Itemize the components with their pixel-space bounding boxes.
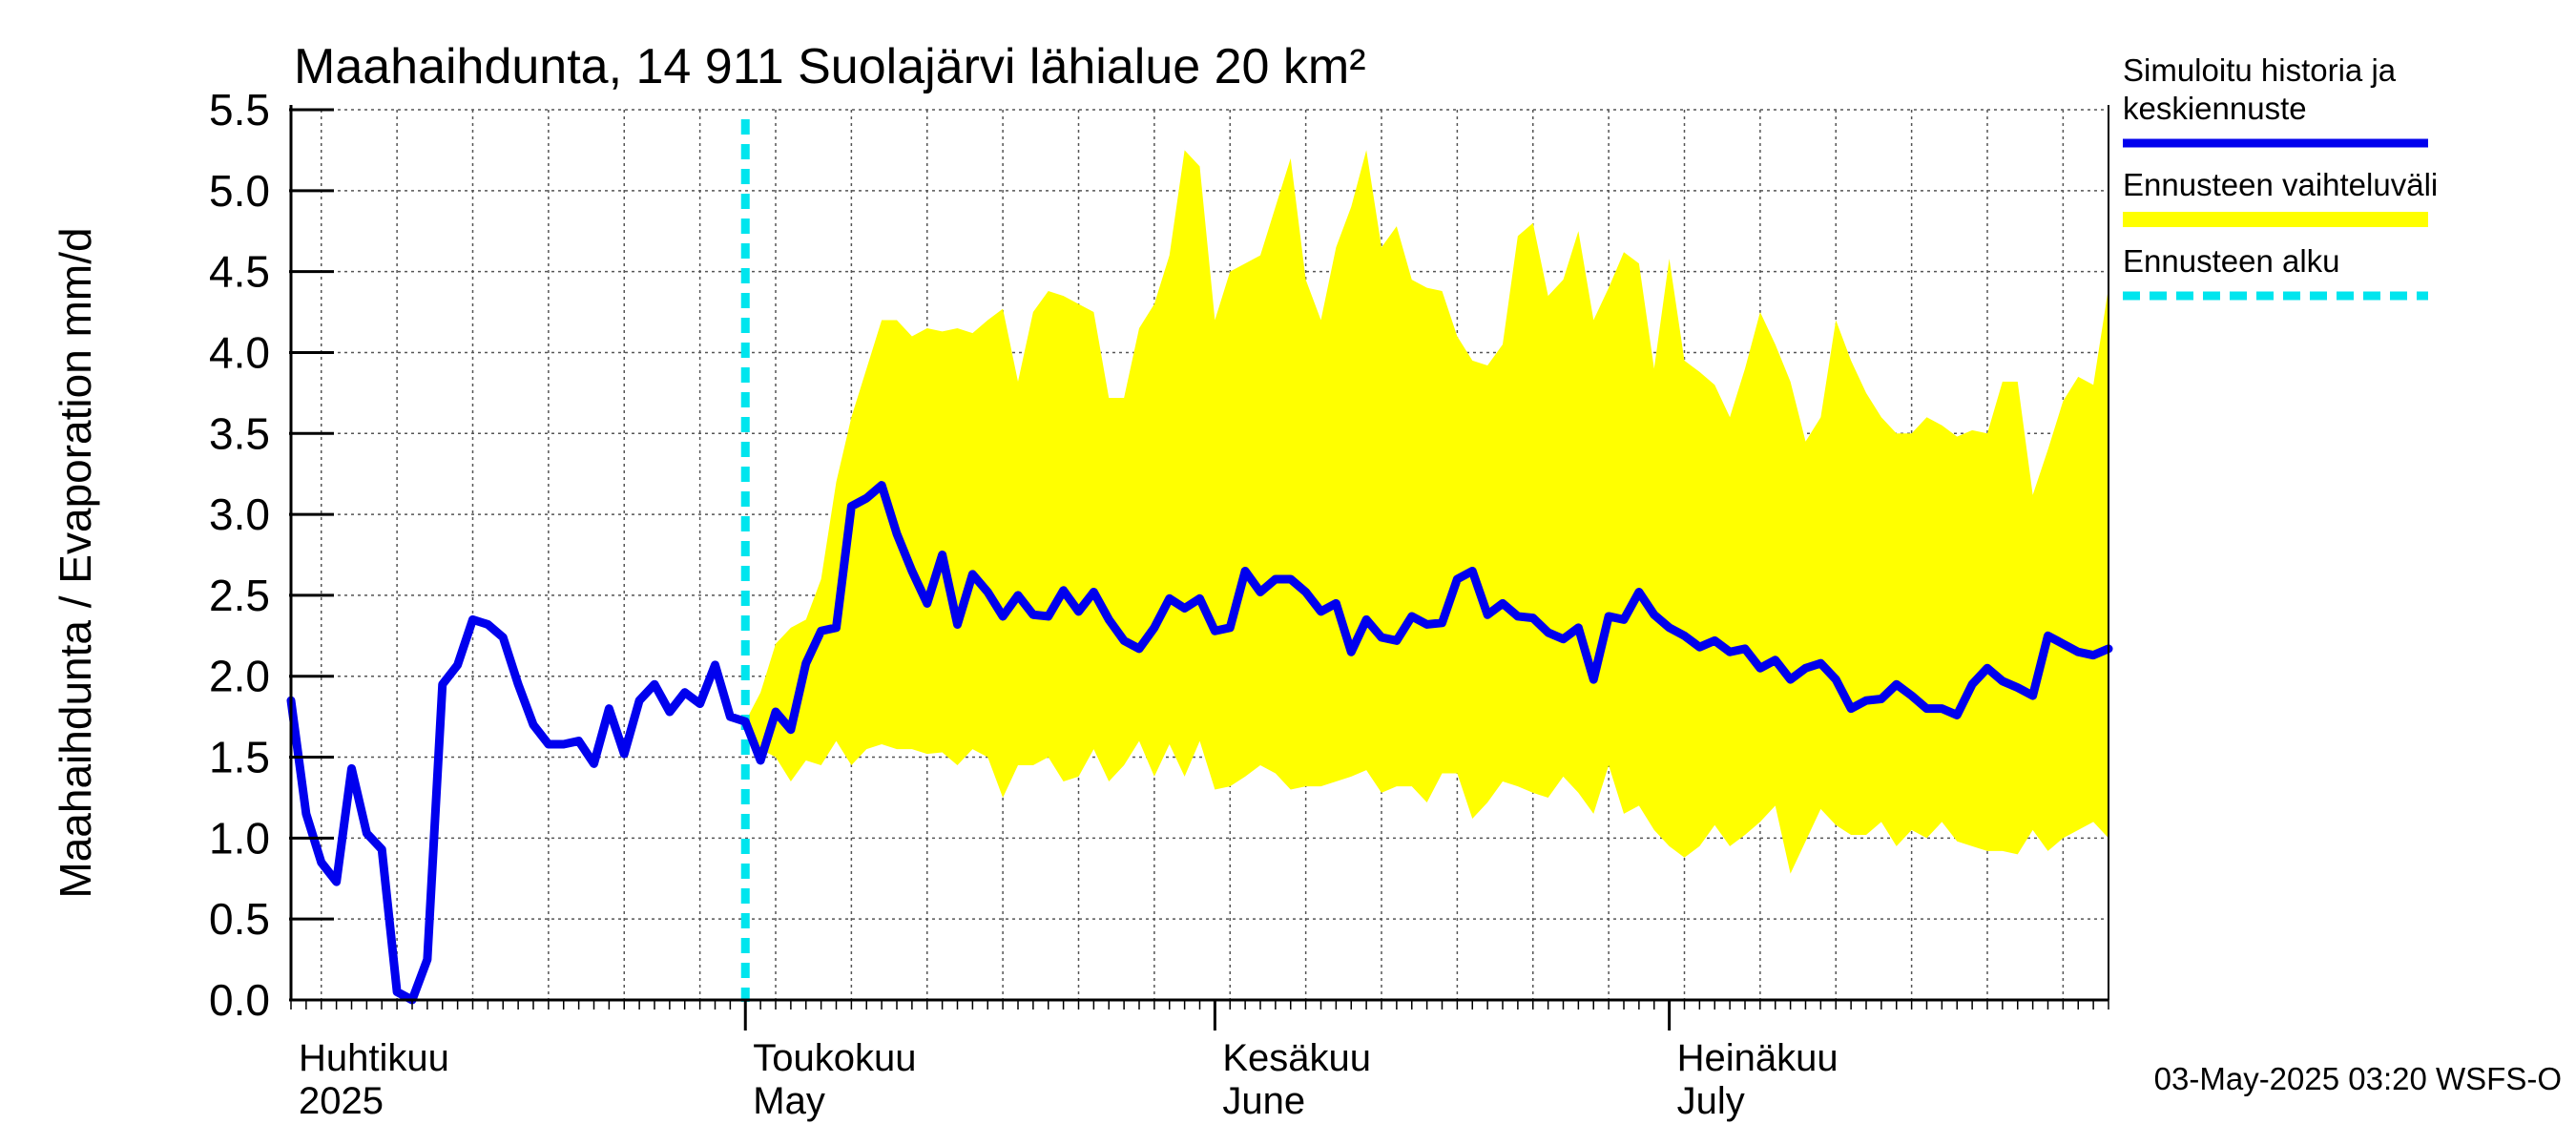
- y-tick-label: 1.5: [209, 733, 270, 782]
- y-tick-label: 5.5: [209, 85, 270, 135]
- month-label-en: July: [1677, 1080, 1745, 1122]
- legend-label: Ennusteen vaihteluväli: [2123, 167, 2438, 202]
- y-tick-labels: 0.0 0.5 1.0 1.5 2.0 2.5 3.0 3.5 4.0 4.5 5.0 5.5: [209, 85, 270, 1025]
- month-label-fi: Kesäkuu: [1222, 1037, 1371, 1079]
- y-tick-label: 0.0: [209, 975, 270, 1025]
- y-tick-label: 2.5: [209, 571, 270, 620]
- y-tick-label: 3.0: [209, 489, 270, 539]
- month-label-en: June: [1222, 1080, 1305, 1122]
- month-label-fi: Toukokuu: [753, 1037, 916, 1079]
- y-tick-label: 3.5: [209, 408, 270, 458]
- chart-title: Maahaihdunta, 14 911 Suolajärvi lähialue…: [294, 39, 1366, 94]
- simulated-series: [286, 481, 2113, 1005]
- month-label-en: May: [753, 1080, 825, 1122]
- simulated-mean-line: [286, 481, 2113, 1005]
- month-label-en: 2025: [299, 1080, 384, 1122]
- timestamp: 03-May-2025 03:20 WSFS-O: [2154, 1061, 2562, 1096]
- plot-axes: [289, 105, 2109, 1030]
- y-tick-label: 4.5: [209, 247, 270, 297]
- month-label-fi: Heinäkuu: [1677, 1037, 1839, 1079]
- y-axis-label: Maahaihdunta / Evaporation mm/d: [51, 227, 100, 898]
- legend-label: keskiennuste: [2123, 91, 2307, 126]
- legend-label: Simuloitu historia ja: [2123, 52, 2397, 88]
- y-tick-label: 5.0: [209, 166, 270, 216]
- forecast-range-band: [745, 150, 2109, 874]
- y-tick-label: 2.0: [209, 652, 270, 701]
- y-tick-label: 4.0: [209, 327, 270, 377]
- y-tick-label: 0.5: [209, 894, 270, 944]
- legend-label: Ennusteen alku: [2123, 243, 2340, 279]
- month-label-fi: Huhtikuu: [299, 1037, 449, 1079]
- y-tick-label: 1.0: [209, 813, 270, 863]
- forecast-range-area: [745, 150, 2109, 874]
